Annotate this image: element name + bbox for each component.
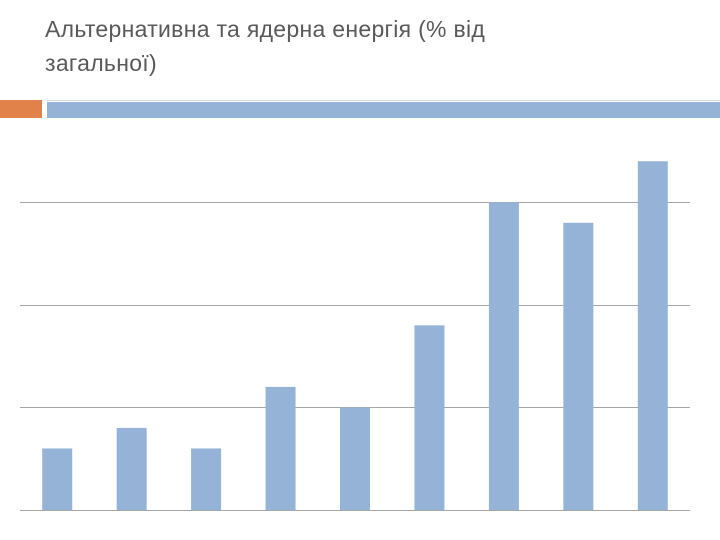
bar: [265, 386, 296, 510]
chart-title: Альтернативна та ядерна енергія (% від з…: [45, 16, 486, 76]
bar: [414, 325, 445, 510]
bar: [488, 202, 519, 511]
bar: [563, 222, 594, 511]
header-bar: [47, 102, 720, 118]
bar: [637, 161, 668, 510]
bar: [42, 448, 73, 510]
bar: [340, 407, 370, 510]
bar: [116, 427, 147, 510]
bar: [191, 448, 222, 510]
accent-bar: [0, 100, 42, 118]
